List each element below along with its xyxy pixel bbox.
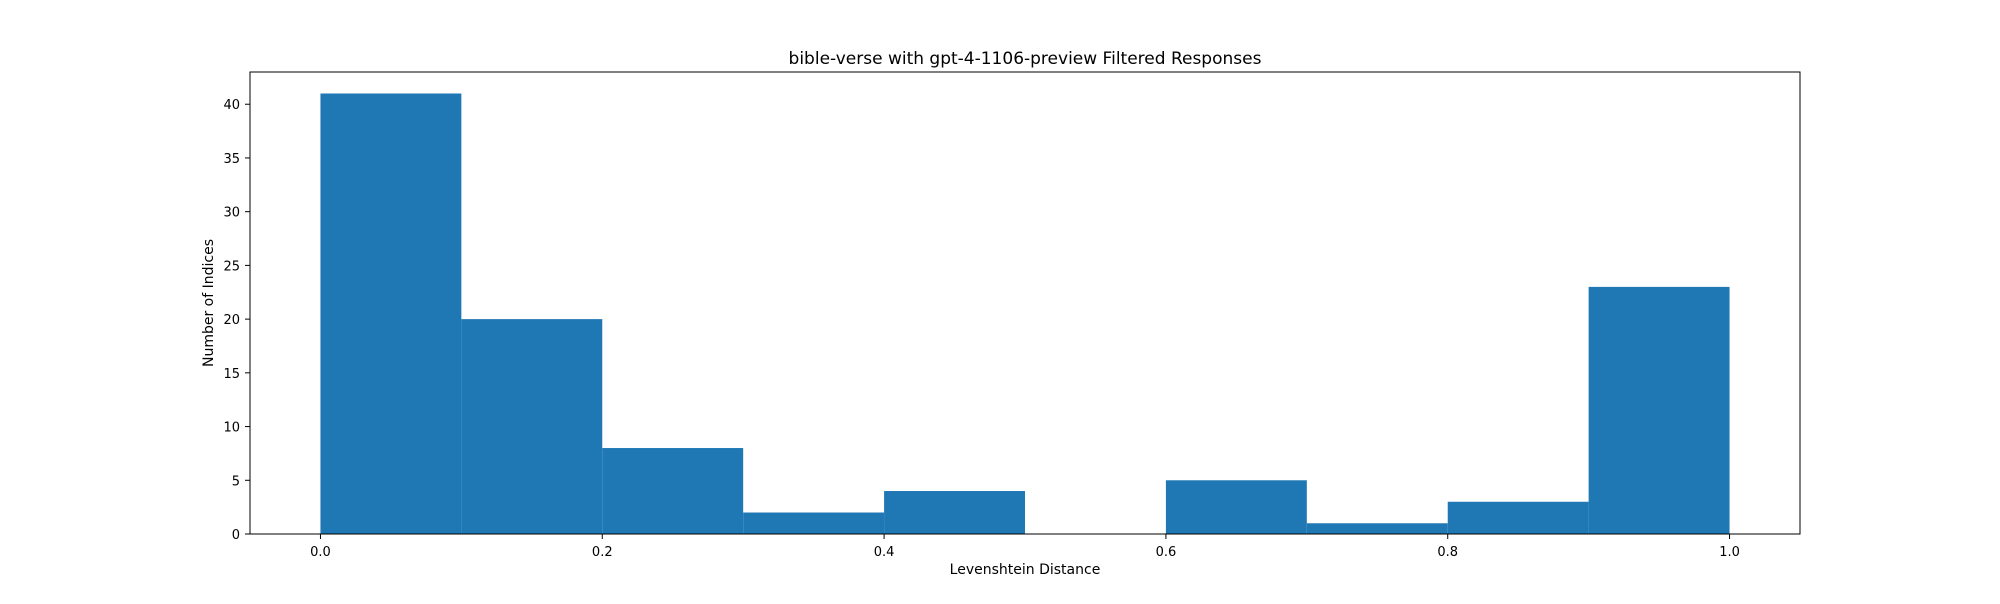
y-tick-label: 5 (232, 474, 240, 489)
y-tick-label: 30 (223, 206, 240, 221)
histogram-bar (884, 491, 1025, 534)
histogram-bar (1588, 286, 1730, 534)
x-tick-label: 0.0 (310, 545, 331, 560)
y-axis-label: Number of Indices (201, 239, 217, 367)
histogram-bar (1447, 501, 1589, 534)
x-tick-label: 0.8 (1437, 545, 1458, 560)
x-axis-label: Levenshtein Distance (950, 562, 1101, 578)
y-tick-label: 0 (232, 528, 240, 543)
histogram-bar (602, 448, 744, 534)
x-tick-label: 0.2 (592, 545, 613, 560)
y-tick-label: 10 (223, 421, 240, 436)
y-tick-label: 15 (223, 367, 240, 382)
histogram-bars (320, 93, 1730, 534)
y-tick-label: 20 (223, 313, 240, 328)
histogram-bar (1306, 523, 1448, 534)
histogram-bar (461, 319, 603, 534)
histogram-bar (320, 93, 462, 534)
histogram-bar (1165, 480, 1307, 534)
y-axis-ticks: 0 5 10 15 20 25 30 35 40 (223, 98, 250, 543)
y-tick-label: 35 (223, 152, 240, 167)
plot-frame (249, 71, 1801, 535)
x-axis-ticks: 0.0 0.2 0.4 0.6 0.8 1.0 (310, 534, 1740, 560)
histogram-bar (743, 512, 885, 534)
y-tick-label: 40 (223, 98, 240, 113)
y-tick-label: 25 (223, 259, 240, 274)
x-tick-label: 1.0 (1719, 545, 1740, 560)
x-tick-label: 0.4 (874, 545, 895, 560)
x-tick-label: 0.6 (1156, 545, 1177, 560)
chart-title: bible-verse with gpt-4-1106-preview Filt… (789, 49, 1262, 69)
